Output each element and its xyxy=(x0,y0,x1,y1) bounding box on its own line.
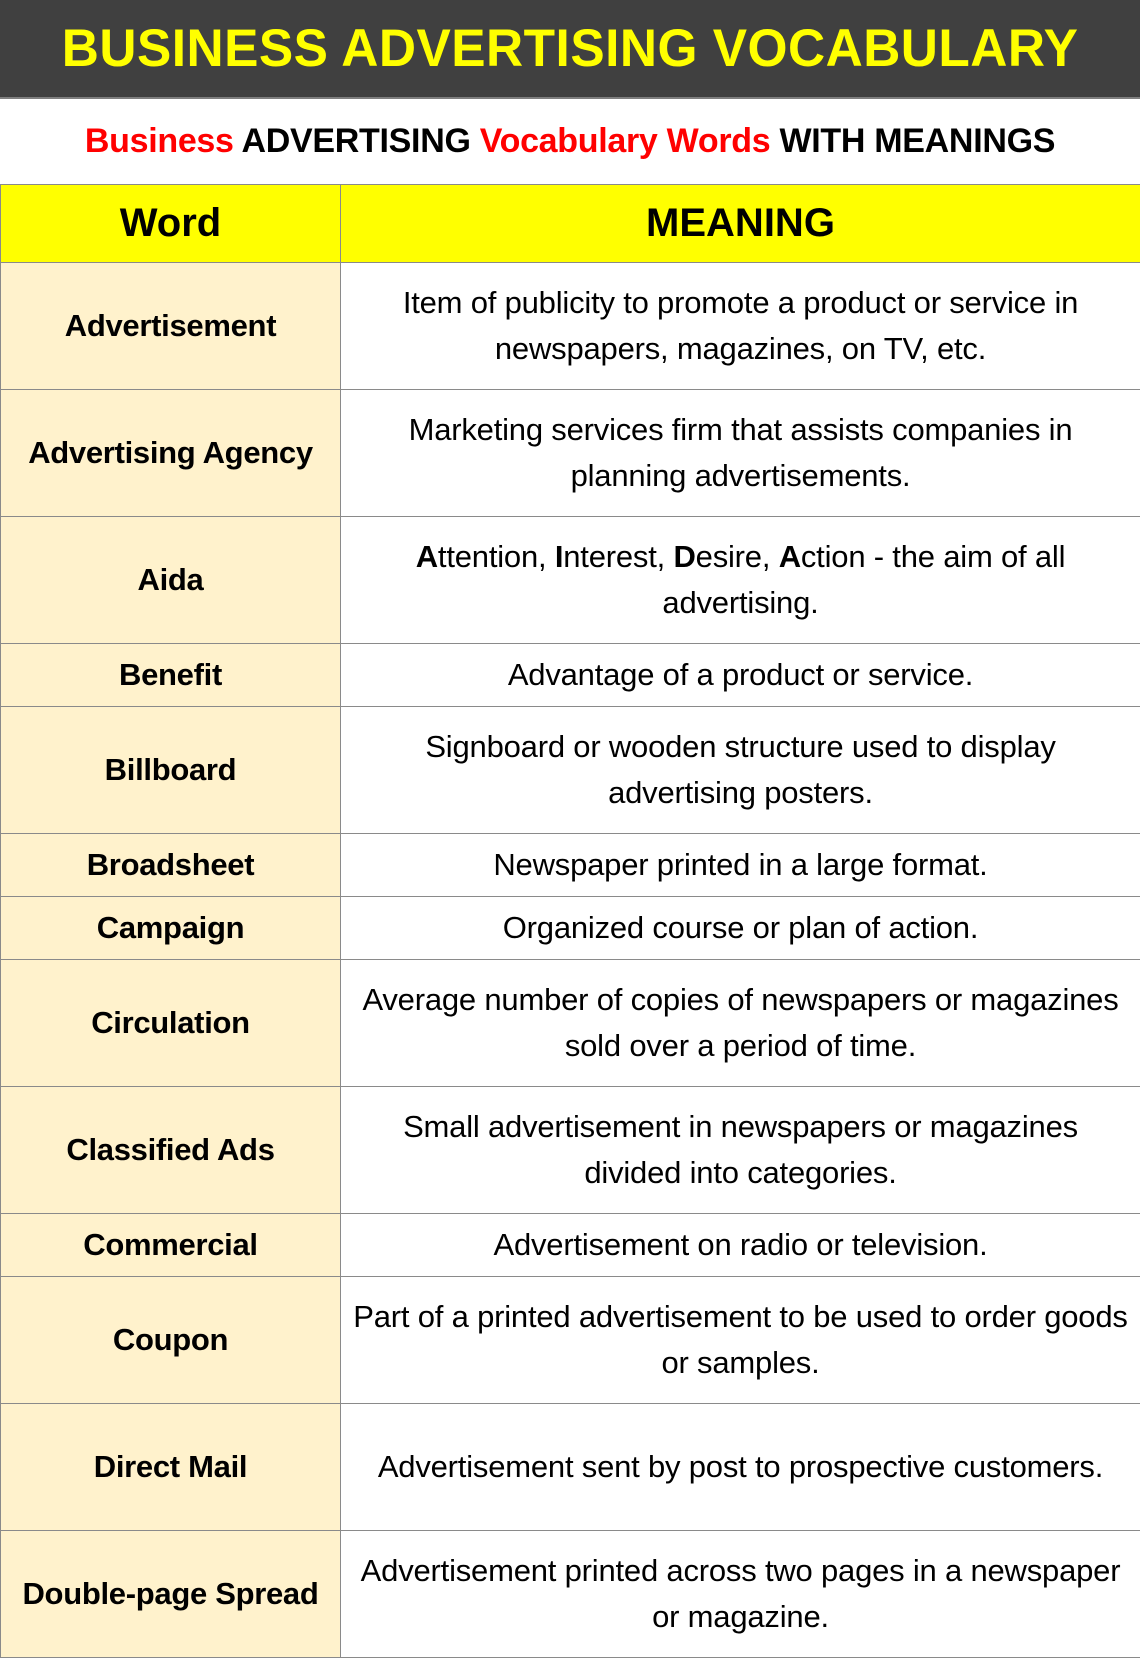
table-body: Advertisement Item of publicity to promot… xyxy=(0,262,1140,1658)
table-row: Broadsheet Newspaper printed in a large f… xyxy=(0,833,1140,897)
page-title: BUSINESS ADVERTISING VOCABULARY xyxy=(61,19,1079,78)
vocab-word: Circulation xyxy=(0,959,341,1087)
table-row: Direct Mail Advertisement sent by post to… xyxy=(0,1403,1140,1531)
vocab-meaning: Average number of copies of newspapers o… xyxy=(340,959,1140,1087)
vocab-meaning: Advertisement sent by post to prospectiv… xyxy=(340,1403,1140,1531)
meaning-text: nterest, xyxy=(563,539,674,574)
meaning-text: ction - the aim of all advertising. xyxy=(662,539,1074,620)
table-row: Classified Ads Small advertisement in new… xyxy=(0,1086,1140,1214)
subtitle: Business ADVERTISING Vocabulary Words WI… xyxy=(0,99,1140,184)
subtitle-segment: ADVERTISING xyxy=(233,122,480,160)
table-row: Commercial Advertisement on radio or tele… xyxy=(0,1213,1140,1277)
vocab-meaning: Marketing services firm that assists com… xyxy=(340,389,1140,517)
table-row: Advertisement Item of publicity to promot… xyxy=(0,262,1140,390)
table-row: Campaign Organized course or plan of acti… xyxy=(0,896,1140,960)
vocab-meaning: Newspaper printed in a large format. xyxy=(340,833,1140,897)
vocab-word: Commercial xyxy=(0,1213,341,1277)
column-header-meaning: MEANING xyxy=(340,184,1140,263)
subtitle-segment: Vocabulary Words xyxy=(479,122,771,160)
acronym-letter: D xyxy=(673,539,696,574)
table-row: Aida Attention, Interest, Desire, Action … xyxy=(0,516,1140,644)
vocabulary-table: Word MEANING Advertisement Item of public… xyxy=(0,184,1140,1658)
vocab-word: Classified Ads xyxy=(0,1086,341,1214)
vocab-meaning: Attention, Interest, Desire, Action - th… xyxy=(340,516,1140,644)
vocab-word: Coupon xyxy=(0,1276,341,1404)
vocab-meaning: Advertisement on radio or television. xyxy=(340,1213,1140,1277)
title-banner: BUSINESS ADVERTISING VOCABULARY xyxy=(0,0,1140,99)
vocab-word: Aida xyxy=(0,516,341,644)
table-row: Double-page Spread Advertisement printed … xyxy=(0,1530,1140,1658)
vocab-meaning: Advantage of a product or service. xyxy=(340,643,1140,707)
vocab-word: Direct Mail xyxy=(0,1403,341,1531)
vocab-meaning: Signboard or wooden structure used to di… xyxy=(340,706,1140,834)
vocab-word: Billboard xyxy=(0,706,341,834)
table-row: Benefit Advantage of a product or service… xyxy=(0,643,1140,707)
vocab-meaning: Item of publicity to promote a product o… xyxy=(340,262,1140,390)
vocab-meaning: Advertisement printed across two pages i… xyxy=(340,1530,1140,1658)
acronym-letter: I xyxy=(554,539,564,574)
vocab-meaning: Small advertisement in newspapers or mag… xyxy=(340,1086,1140,1214)
vocab-word: Advertising Agency xyxy=(0,389,341,517)
vocab-word: Broadsheet xyxy=(0,833,341,897)
vocab-word: Advertisement xyxy=(0,262,341,390)
subtitle-segment: Business xyxy=(84,122,234,160)
meaning-text: esire, xyxy=(695,539,779,574)
vocab-meaning: Organized course or plan of action. xyxy=(340,896,1140,960)
acronym-letter: A xyxy=(415,539,438,574)
vocab-word: Double-page Spread xyxy=(0,1530,341,1658)
table-row: Advertising Agency Marketing services fir… xyxy=(0,389,1140,517)
table-row: Circulation Average number of copies of n… xyxy=(0,959,1140,1087)
table-header-row: Word MEANING xyxy=(0,184,1140,263)
column-header-word: Word xyxy=(0,184,341,263)
table-row: Coupon Part of a printed advertisement to… xyxy=(0,1276,1140,1404)
subtitle-segment: WITH MEANINGS xyxy=(770,122,1056,160)
acronym-letter: A xyxy=(778,539,801,574)
meaning-text: ttention, xyxy=(437,539,555,574)
table-row: Billboard Signboard or wooden structure u… xyxy=(0,706,1140,834)
vocab-meaning: Part of a printed advertisement to be us… xyxy=(340,1276,1140,1404)
vocab-word: Campaign xyxy=(0,896,341,960)
vocab-word: Benefit xyxy=(0,643,341,707)
